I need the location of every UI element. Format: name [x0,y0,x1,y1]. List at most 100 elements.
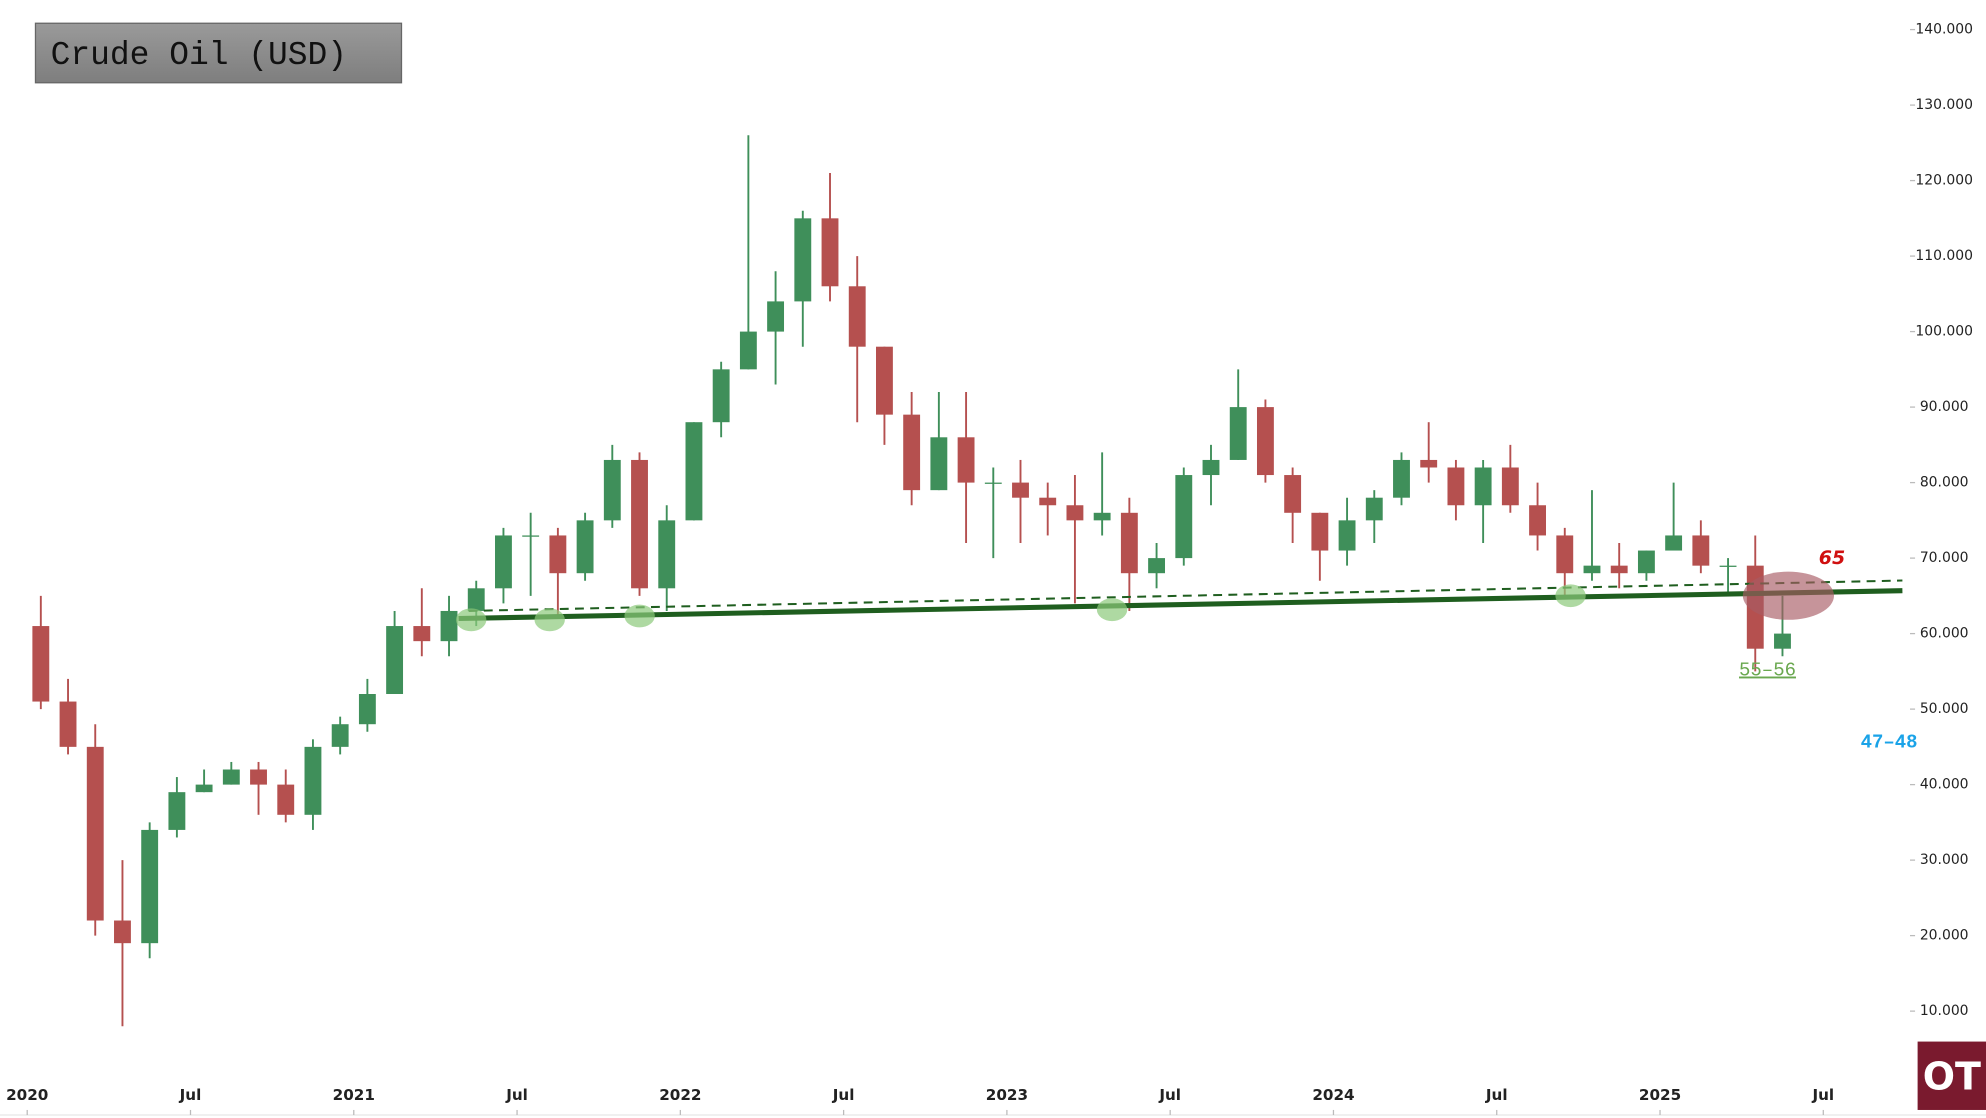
candle-body [1501,467,1519,506]
x-tick-label: 2023 [986,1086,1028,1104]
x-tick-label: Jul [1158,1086,1181,1104]
y-tick-label: 60.000 [1920,626,1969,642]
candles [32,135,1791,1027]
candle-body [1420,459,1438,468]
candle-body [1120,512,1138,574]
candle-body [1610,565,1628,574]
candle-body [141,829,159,944]
candle-body [1692,535,1710,566]
candle-body [658,520,676,589]
touch-marker [1555,584,1586,608]
annotation-47-48: 47–48 [1861,732,1918,754]
candle-body [549,535,567,574]
candle-body [1583,565,1601,574]
candle-body [1529,505,1546,536]
candle-body [277,784,295,815]
x-tick-label: 2022 [659,1086,701,1104]
candle-body [522,535,540,537]
x-tick-label: 2021 [333,1086,375,1104]
candle-body [903,414,921,491]
candle-body [1175,475,1193,559]
candle-body [495,535,512,589]
candle-body [848,286,866,347]
candle-body [1447,467,1465,506]
candle-body [1665,535,1683,551]
y-tick-label: 50.000 [1920,701,1969,717]
y-tick-label: 100.000 [1915,324,1973,340]
candle-body [304,746,322,815]
x-tick-label: Jul [179,1086,202,1104]
breakdown-marker [1742,571,1835,620]
candle-body [1774,633,1791,649]
candle-body [576,520,594,574]
x-tick-label: Jul [1811,1086,1834,1104]
candle-body [1284,475,1302,513]
candle-body [1093,512,1111,521]
candle-body [739,331,757,370]
y-tick-label: 80.000 [1920,475,1969,491]
axes: 10.000 20.000 30.000 40.000 50.000 60.000 70.0… [6,22,1973,1116]
y-tick-label: 110.000 [1915,248,1973,264]
y-tick-label: 30.000 [1920,852,1969,868]
x-tick-label: Jul [832,1086,855,1104]
logo: OT [1923,1055,1981,1099]
x-tick-label: 2020 [6,1086,48,1104]
candle-body [875,346,893,415]
candle-body [467,588,485,611]
candle-body [440,610,458,642]
candle-body [685,422,703,521]
candle-body [603,459,621,521]
y-tick-label: 70.000 [1920,550,1969,566]
candle-body [195,784,213,793]
x-tick-label: Jul [1485,1086,1508,1104]
touch-marker [455,608,487,632]
candle-body [1039,497,1057,506]
y-tick-label: 40.000 [1920,777,1969,793]
candle-body [1229,407,1247,460]
candle-body [1311,512,1329,551]
candle-body [222,769,240,785]
touch-marker [624,604,655,628]
annotation-65: 65 [1819,547,1845,569]
x-tick-label: 2024 [1312,1086,1354,1104]
candle-body [712,369,730,423]
candle-body [386,626,404,695]
y-tick-label: 130.000 [1915,97,1973,113]
candle-body [767,301,785,332]
candle-body [1393,459,1410,498]
chart-title: Crude Oil (USD) [51,37,347,74]
y-tick-label: 10.000 [1920,1003,1969,1019]
x-tick-label: Jul [505,1086,528,1104]
candle-body [794,218,812,302]
candle-body [1556,535,1574,574]
candle-body [631,459,648,589]
touch-marker [1096,598,1128,622]
title-box [34,22,403,84]
candle-body [32,626,50,702]
y-tick-label: 140.000 [1915,22,1973,38]
candle-body [1012,482,1029,498]
candle-body [1256,407,1274,476]
candle-body [1202,459,1220,476]
candle-body [1338,520,1356,551]
touch-marker [534,608,565,632]
candle-body [358,694,376,725]
y-tick-label: 20.000 [1920,928,1969,944]
candle-body [930,437,948,491]
candle-body [1637,550,1655,574]
candle-body [413,626,431,642]
candle-body [957,437,975,483]
candle-body [168,792,186,830]
logo-box [1917,1041,1986,1110]
candle-body [250,769,267,785]
candle-body [1365,497,1383,521]
candle-body [1148,558,1166,574]
candle-body [331,724,349,747]
touch-markers [455,584,1586,632]
candle-body [1066,505,1084,521]
candle-body [1474,467,1492,506]
candle-body [984,482,1002,484]
candle-body [59,701,77,747]
